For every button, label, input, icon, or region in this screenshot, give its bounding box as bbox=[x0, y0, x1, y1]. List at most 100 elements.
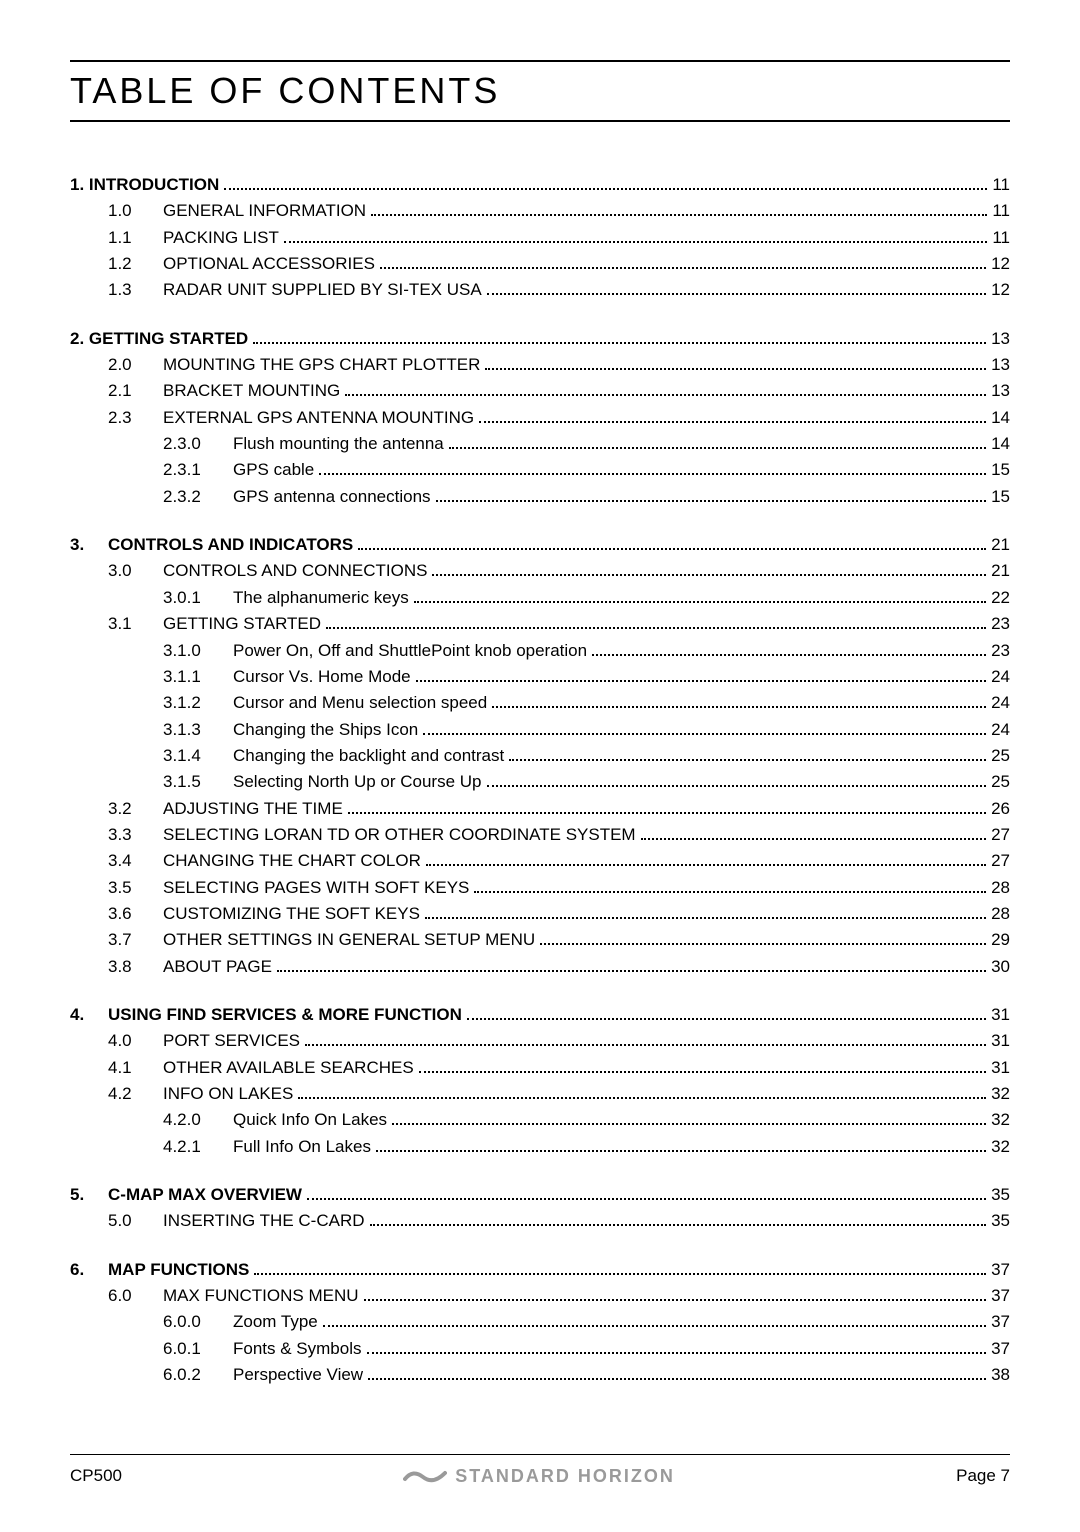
toc-num: 2.3.0 bbox=[163, 431, 233, 457]
toc-heading: 2. GETTING STARTED13 bbox=[70, 326, 1010, 352]
toc-page: 28 bbox=[991, 875, 1010, 901]
toc-leader bbox=[426, 864, 986, 866]
toc-leader bbox=[474, 891, 986, 893]
toc-heading: 1. INTRODUCTION11 bbox=[70, 172, 1010, 198]
toc-num: 1.2 bbox=[108, 251, 163, 277]
toc-row: 3.3SELECTING LORAN TD OR OTHER COORDINAT… bbox=[70, 822, 1010, 848]
toc-leader bbox=[326, 627, 986, 629]
toc-leader bbox=[319, 473, 986, 475]
toc-page: 11 bbox=[992, 198, 1010, 224]
toc-row: 2.3.1GPS cable 15 bbox=[70, 457, 1010, 483]
toc-leader bbox=[298, 1097, 986, 1099]
toc-label: PORT SERVICES bbox=[163, 1028, 300, 1054]
toc-num: 4.1 bbox=[108, 1055, 163, 1081]
toc-page: 27 bbox=[991, 822, 1010, 848]
toc-leader bbox=[423, 733, 986, 735]
toc-label: GPS cable bbox=[233, 457, 314, 483]
toc-leader bbox=[277, 970, 986, 972]
toc-page: 24 bbox=[991, 664, 1010, 690]
toc-label: SELECTING PAGES WITH SOFT KEYS bbox=[163, 875, 469, 901]
toc-row: 6.0.2Perspective View38 bbox=[70, 1362, 1010, 1388]
toc-row: 3.1GETTING STARTED23 bbox=[70, 611, 1010, 637]
toc-num: 5. bbox=[70, 1182, 108, 1208]
toc-num: 4. bbox=[70, 1002, 108, 1028]
toc-label: MAX FUNCTIONS MENU bbox=[163, 1283, 359, 1309]
toc-label: 2. GETTING STARTED bbox=[70, 326, 248, 352]
toc-num: 3.1 bbox=[108, 611, 163, 637]
toc-row: 3.4CHANGING THE CHART COLOR27 bbox=[70, 848, 1010, 874]
toc-page: 11 bbox=[992, 225, 1010, 251]
toc-leader bbox=[253, 342, 986, 344]
toc-leader bbox=[432, 574, 986, 576]
toc-leader bbox=[425, 917, 986, 919]
toc-leader bbox=[436, 500, 987, 502]
toc-page: 15 bbox=[991, 484, 1010, 510]
toc-num: 1.3 bbox=[108, 277, 163, 303]
toc-label: The alphanumeric keys bbox=[233, 585, 409, 611]
toc-leader bbox=[492, 706, 986, 708]
toc-page: 13 bbox=[991, 352, 1010, 378]
toc-page: 15 bbox=[991, 457, 1010, 483]
toc-num: 6.0.1 bbox=[163, 1336, 233, 1362]
toc-label: Changing the Ships Icon bbox=[233, 717, 418, 743]
toc-num: 3.8 bbox=[108, 954, 163, 980]
toc-page: 24 bbox=[991, 717, 1010, 743]
toc-label: PACKING LIST bbox=[163, 225, 279, 251]
footer: CP500 STANDARD HORIZON Page 7 bbox=[70, 1454, 1010, 1487]
toc-label: OTHER SETTINGS IN GENERAL SETUP MENU bbox=[163, 927, 535, 953]
toc-num: 3.1.3 bbox=[163, 717, 233, 743]
toc-row: 1.2OPTIONAL ACCESSORIES12 bbox=[70, 251, 1010, 277]
toc-num: 3.5 bbox=[108, 875, 163, 901]
toc-row: 1.0GENERAL INFORMATION11 bbox=[70, 198, 1010, 224]
toc-row: 4.2.1Full Info On Lakes32 bbox=[70, 1134, 1010, 1160]
toc-label: CONTROLS AND INDICATORS bbox=[108, 532, 353, 558]
toc-row: 3.2ADJUSTING THE TIME26 bbox=[70, 796, 1010, 822]
toc-leader bbox=[540, 943, 986, 945]
toc-label: GETTING STARTED bbox=[163, 611, 321, 637]
toc-label: ABOUT PAGE bbox=[163, 954, 272, 980]
toc-page: 37 bbox=[991, 1336, 1010, 1362]
toc-page: 35 bbox=[991, 1208, 1010, 1234]
brand-text: STANDARD HORIZON bbox=[455, 1466, 675, 1487]
toc-label: Power On, Off and ShuttlePoint knob oper… bbox=[233, 638, 587, 664]
toc-leader bbox=[368, 1378, 986, 1380]
footer-page: Page 7 bbox=[956, 1466, 1010, 1486]
toc-num: 3.7 bbox=[108, 927, 163, 953]
toc-page: 31 bbox=[991, 1002, 1010, 1028]
toc-label: Fonts & Symbols bbox=[233, 1336, 362, 1362]
toc-page: 26 bbox=[991, 796, 1010, 822]
toc-row: 3.0.1The alphanumeric keys22 bbox=[70, 585, 1010, 611]
toc-leader bbox=[364, 1299, 987, 1301]
toc-heading: 5.C-MAP MAX OVERVIEW35 bbox=[70, 1182, 1010, 1208]
toc-row: 2.3.0Flush mounting the antenna14 bbox=[70, 431, 1010, 457]
toc-num: 2.3.1 bbox=[163, 457, 233, 483]
toc-leader bbox=[449, 447, 986, 449]
toc-num: 2.1 bbox=[108, 378, 163, 404]
toc-label: Selecting North Up or Course Up bbox=[233, 769, 482, 795]
toc-label: USING FIND SERVICES & MORE FUNCTION bbox=[108, 1002, 462, 1028]
toc-page: 25 bbox=[991, 769, 1010, 795]
toc-page: 25 bbox=[991, 743, 1010, 769]
toc-num: 3.1.5 bbox=[163, 769, 233, 795]
toc-leader bbox=[479, 421, 986, 423]
toc-label: CONTROLS AND CONNECTIONS bbox=[163, 558, 427, 584]
toc-row: 3.8ABOUT PAGE30 bbox=[70, 954, 1010, 980]
toc-num: 5.0 bbox=[108, 1208, 163, 1234]
rule-under-title bbox=[70, 120, 1010, 122]
toc-leader bbox=[367, 1352, 987, 1354]
toc-label: Full Info On Lakes bbox=[233, 1134, 371, 1160]
toc-leader bbox=[487, 785, 987, 787]
toc-row: 3.1.2Cursor and Menu selection speed24 bbox=[70, 690, 1010, 716]
toc-leader bbox=[487, 293, 986, 295]
toc-num: 2.0 bbox=[108, 352, 163, 378]
toc-page: 28 bbox=[991, 901, 1010, 927]
toc-num: 3.1.0 bbox=[163, 638, 233, 664]
toc-row: 6.0.0Zoom Type37 bbox=[70, 1309, 1010, 1335]
toc-page: 22 bbox=[991, 585, 1010, 611]
toc-heading: 6.MAP FUNCTIONS37 bbox=[70, 1257, 1010, 1283]
table-of-contents: 1. INTRODUCTION111.0GENERAL INFORMATION1… bbox=[70, 172, 1010, 1388]
toc-row: 3.1.3Changing the Ships Icon 24 bbox=[70, 717, 1010, 743]
toc-num: 4.0 bbox=[108, 1028, 163, 1054]
toc-num: 3.1.1 bbox=[163, 664, 233, 690]
toc-page: 27 bbox=[991, 848, 1010, 874]
